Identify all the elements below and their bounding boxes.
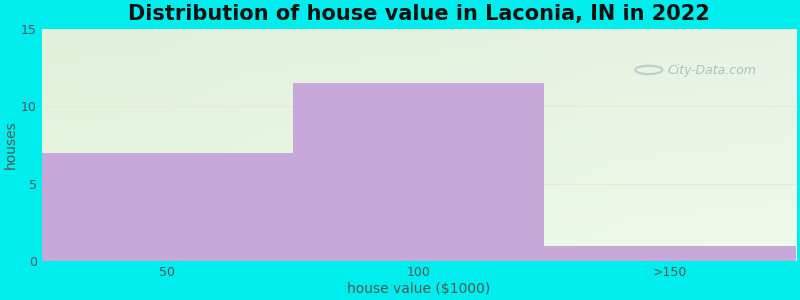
Bar (545, 246, 796, 261)
Y-axis label: houses: houses (4, 121, 18, 169)
Bar (42, 153, 293, 261)
X-axis label: house value ($1000): house value ($1000) (347, 282, 490, 296)
Bar (293, 83, 545, 261)
Title: Distribution of house value in Laconia, IN in 2022: Distribution of house value in Laconia, … (128, 4, 710, 24)
Text: City-Data.com: City-Data.com (668, 64, 757, 77)
